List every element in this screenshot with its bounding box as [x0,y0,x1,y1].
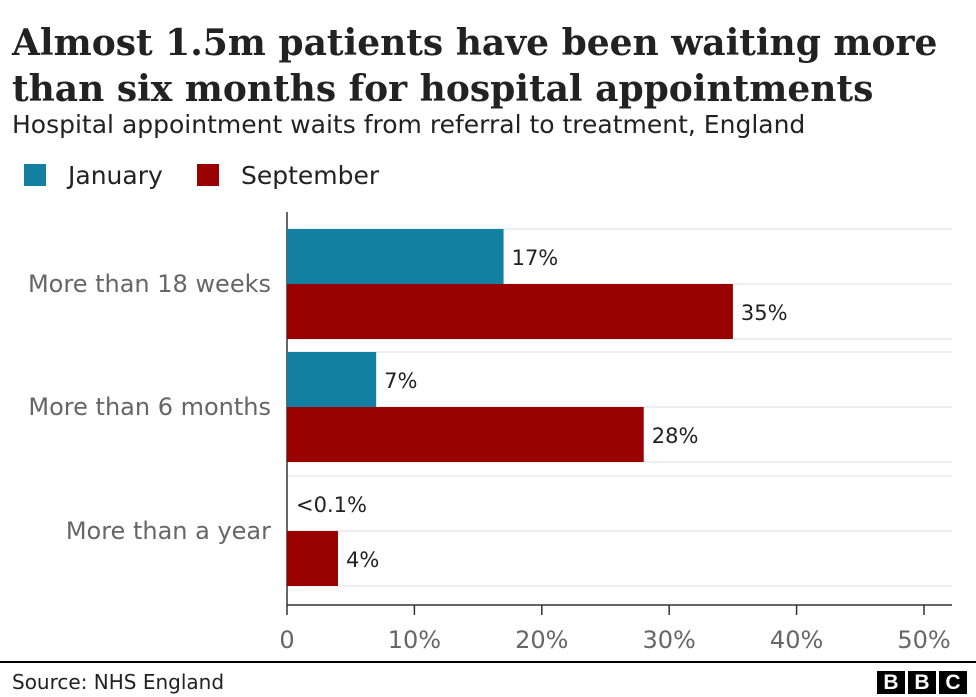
value-label: 35% [741,301,788,325]
bbc-logo-letter-3: C [939,671,967,694]
legend-swatch-january [24,164,46,186]
bar-september [287,284,733,339]
legend-item-january: January [24,158,163,192]
bbc-logo-letter-2: B [908,671,936,694]
value-label: 17% [512,246,559,270]
footer-divider [0,661,976,663]
category-label: More than a year [66,517,271,545]
value-label: <0.1% [296,493,367,517]
bbc-logo-letter-1: B [877,671,905,694]
x-tick-label: 50% [897,626,950,654]
x-tick-label: 20% [515,626,568,654]
value-label: 28% [652,424,699,448]
x-tick-label: 0 [279,626,294,654]
x-tick-label: 10% [388,626,441,654]
value-label: 4% [346,548,379,572]
bar-january [287,352,377,407]
category-label: More than 6 months [28,393,271,421]
bar-september [287,531,338,586]
chart-title: Almost 1.5m patients have been waiting m… [12,22,938,110]
chart-subtitle: Hospital appointment waits from referral… [12,110,806,139]
bar-september [287,407,644,462]
legend-swatch-september [197,164,219,186]
source-note: Source: NHS England [12,670,225,694]
x-tick-label: 30% [643,626,696,654]
legend-label-january: January [68,160,163,190]
x-tick-label: 40% [770,626,823,654]
bbc-logo: B B C [877,671,967,694]
value-label: 7% [384,369,417,393]
category-label: More than 18 weeks [28,270,271,298]
legend-label-september: September [241,160,380,190]
legend-item-september: September [197,158,379,192]
bar-january [287,229,504,284]
